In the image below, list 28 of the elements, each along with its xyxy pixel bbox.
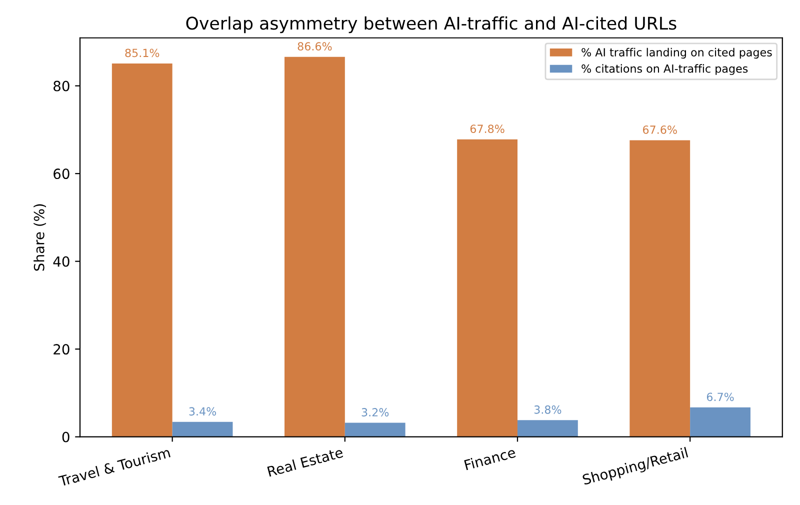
bar: [630, 140, 690, 437]
bar: [112, 63, 172, 437]
chart-title: Overlap asymmetry between AI-traffic and AI-cited URLs: [186, 16, 676, 34]
data-label: 3.4%: [189, 407, 216, 416]
y-tick-label: 20: [54, 344, 70, 355]
y-axis-title: Share (%): [34, 204, 46, 271]
data-label: 6.7%: [706, 392, 734, 402]
data-label: 67.6%: [642, 126, 677, 134]
bar: [172, 422, 233, 437]
bar: [457, 139, 518, 437]
bar: [284, 56, 345, 437]
data-label: 67.8%: [470, 124, 504, 134]
x-tick-label: Finance: [464, 446, 516, 470]
legend-label: % citations on AI-traffic pages: [582, 64, 748, 75]
data-label: 86.6%: [298, 42, 332, 51]
y-tick-label: 0: [62, 432, 70, 442]
y-tick-label: 60: [54, 168, 70, 180]
legend-label: % AI traffic landing on cited pages: [582, 48, 772, 59]
y-tick-label: 40: [53, 256, 70, 267]
bar: [690, 407, 750, 437]
data-label: 3.8%: [534, 405, 562, 414]
bar: [517, 420, 578, 437]
bar: [344, 422, 406, 437]
data-label: 3.2%: [362, 408, 389, 416]
y-tick-label: 80: [54, 80, 70, 92]
x-tick-label: Travel & Tourism: [58, 446, 170, 487]
data-label: 85.1%: [125, 48, 160, 58]
x-tick-label: Real Estate: [267, 446, 344, 477]
